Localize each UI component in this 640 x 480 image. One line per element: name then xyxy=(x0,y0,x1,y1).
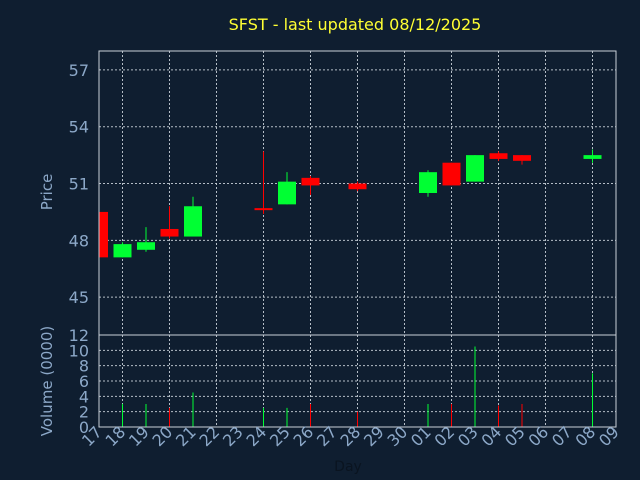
candle-body xyxy=(137,242,155,250)
price-axis-label: Price xyxy=(38,174,56,211)
volume-tick-label: 8 xyxy=(79,357,89,376)
candle-body xyxy=(583,155,602,159)
volume-tick-label: 12 xyxy=(69,326,89,345)
candle-body xyxy=(513,155,531,161)
price-tick-label: 54 xyxy=(69,118,89,137)
volume-tick-label: 4 xyxy=(79,387,89,406)
candle-body xyxy=(160,228,179,237)
candle-body xyxy=(301,177,320,186)
volume-tick-label: 10 xyxy=(69,341,89,360)
volume-tick-label: 6 xyxy=(79,372,89,391)
volume-axis-label: Volume (0000) xyxy=(38,326,56,436)
chart-title: SFST - last updated 08/12/2025 xyxy=(229,15,482,34)
volume-panel-frame xyxy=(98,334,617,428)
candle-body xyxy=(466,155,484,182)
volume-tick-label: 2 xyxy=(79,403,89,422)
volume-bars xyxy=(98,346,593,427)
candle-body xyxy=(99,211,108,258)
price-tick-label: 51 xyxy=(69,175,89,194)
candle-body xyxy=(442,162,461,186)
price-candles xyxy=(98,149,602,258)
candle-body xyxy=(113,244,132,258)
candle-body xyxy=(489,153,508,159)
x-axis-label: Day xyxy=(334,459,362,475)
candle-body xyxy=(278,181,296,205)
volume-tick-label: 0 xyxy=(79,418,89,437)
price-tick-label: 48 xyxy=(69,231,89,250)
price-grid xyxy=(99,51,616,335)
candle-body xyxy=(348,183,367,190)
candle-body xyxy=(419,172,437,193)
price-tick-label: 57 xyxy=(69,61,89,80)
x-tick-labels: 1718192021222324252627282930010203040506… xyxy=(78,422,623,450)
price-y-ticks: 45 48 51 54 57 xyxy=(69,61,89,307)
price-tick-label: 45 xyxy=(69,288,89,307)
candle-body xyxy=(184,206,202,237)
candle-body xyxy=(254,208,273,211)
